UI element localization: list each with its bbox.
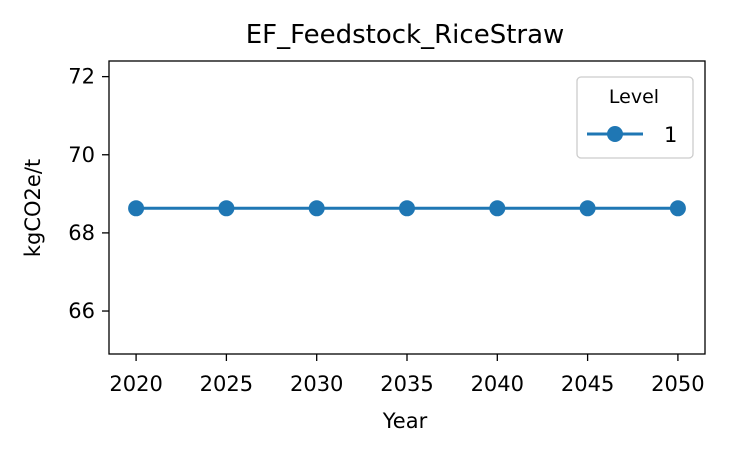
x-tick-label: 2025 <box>200 372 253 396</box>
y-axis-label: kgCO2e/t <box>21 159 45 257</box>
y-axis-ticks: 66 68 70 72 <box>68 65 109 323</box>
x-tick-label: 2050 <box>651 372 704 396</box>
y-tick-label: 70 <box>68 143 95 167</box>
data-point <box>489 200 506 217</box>
plot-area: 2020 2025 2030 2035 2040 2045 2050 66 68 70 72 <box>68 60 706 396</box>
legend-entry-label: 1 <box>664 123 677 147</box>
x-tick-label: 2035 <box>380 372 433 396</box>
y-tick-label: 72 <box>68 65 95 89</box>
x-axis-label: Year <box>382 409 428 433</box>
y-tick-label: 66 <box>68 299 95 323</box>
legend-box <box>576 76 694 159</box>
chart-title: EF_Feedstock_RiceStraw <box>246 20 565 50</box>
series-layer <box>128 200 686 217</box>
data-point <box>579 200 596 217</box>
data-point <box>128 200 145 217</box>
data-point <box>669 200 686 217</box>
y-tick-label: 68 <box>68 221 95 245</box>
x-tick-label: 2040 <box>471 372 524 396</box>
legend-marker-swatch <box>607 126 623 142</box>
legend: Level 1 <box>576 76 694 159</box>
x-tick-label: 2020 <box>109 372 162 396</box>
x-axis-ticks: 2020 2025 2030 2035 2040 2045 2050 <box>109 354 705 396</box>
legend-title: Level <box>609 86 659 108</box>
data-point <box>399 200 415 217</box>
x-tick-label: 2030 <box>290 372 343 396</box>
data-point <box>218 200 235 217</box>
data-point <box>308 200 325 217</box>
x-tick-label: 2045 <box>561 372 614 396</box>
